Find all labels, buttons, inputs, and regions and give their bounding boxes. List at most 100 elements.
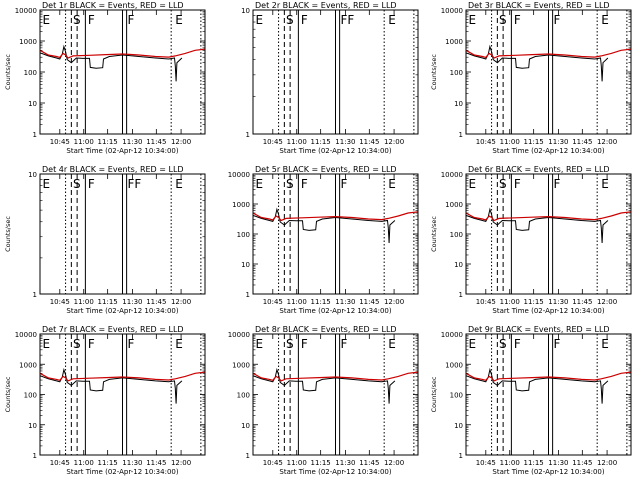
- detector-panel-2: Det 2r BLACK = Events, RED = LLD 1 10 10:45…: [241, 1, 419, 155]
- plot-frame: [465, 9, 632, 135]
- y-tick-label: 1000: [445, 201, 463, 209]
- event-marker: F: [301, 177, 308, 191]
- y-tick-label: 1: [33, 452, 37, 460]
- plot-frame: [39, 173, 206, 295]
- detector-panel-5: Det 5r BLACK = Events, RED = LLD 1 10 100 10…: [228, 165, 419, 315]
- event-marker: F: [88, 13, 95, 27]
- x-tick-label: 11:30: [122, 138, 142, 146]
- x-axis-label: Start Time (02-Apr-12 10:34:00): [492, 307, 604, 315]
- plot-frame: [252, 173, 419, 295]
- events-series-line: [252, 367, 396, 404]
- x-tick-label: 10:45: [263, 138, 283, 146]
- x-tick-label: 12:00: [597, 298, 617, 306]
- event-marker: F: [514, 177, 521, 191]
- detector-panel-9: Det 9r BLACK = Events, RED = LLD Counts/s…: [430, 325, 632, 476]
- event-marker: F: [88, 177, 95, 191]
- y-tick-label: 100: [450, 231, 463, 239]
- x-tick-label: 11:00: [287, 459, 307, 467]
- event-marker: S: [499, 337, 507, 351]
- lld-series-line: [39, 371, 206, 382]
- event-marker: F: [340, 177, 347, 191]
- event-marker: E: [255, 177, 263, 191]
- y-tick-label: 10000: [228, 331, 250, 339]
- x-tick-label: 11:45: [146, 459, 166, 467]
- event-marker: E: [468, 337, 476, 351]
- x-tick-label: 12:00: [597, 459, 617, 467]
- events-series-line: [465, 44, 609, 82]
- event-marker: E: [468, 13, 476, 27]
- detector-panel-7: Det 7r BLACK = Events, RED = LLD Counts/s…: [4, 325, 206, 476]
- y-tick-label: 1: [33, 291, 37, 299]
- event-marker: E: [175, 13, 183, 27]
- event-marker: FF: [127, 177, 141, 191]
- x-tick-label: 12:00: [384, 298, 404, 306]
- x-tick-label: 12:00: [384, 138, 404, 146]
- event-marker: E: [42, 177, 50, 191]
- panel-title: Det 9r BLACK = Events, RED = LLD: [468, 325, 610, 334]
- events-series-line: [252, 207, 396, 244]
- x-tick-label: 10:45: [476, 138, 496, 146]
- x-tick-label: 11:45: [572, 138, 592, 146]
- y-tick-label: 1000: [445, 361, 463, 369]
- event-marker: E: [175, 337, 183, 351]
- y-axis-label: Counts/sec: [430, 376, 438, 412]
- y-tick-label: 100: [450, 392, 463, 400]
- event-marker: S: [499, 13, 507, 27]
- x-tick-label: 11:45: [359, 298, 379, 306]
- y-tick-label: 100: [24, 392, 37, 400]
- x-tick-label: 12:00: [171, 459, 191, 467]
- x-tick-label: 11:30: [548, 138, 568, 146]
- x-tick-label: 12:00: [171, 138, 191, 146]
- x-tick-label: 10:45: [476, 459, 496, 467]
- panel-title: Det 7r BLACK = Events, RED = LLD: [42, 325, 184, 334]
- y-tick-label: 1000: [232, 201, 250, 209]
- x-tick-label: 12:00: [384, 459, 404, 467]
- x-tick-label: 11:15: [524, 459, 544, 467]
- x-tick-label: 11:15: [311, 459, 331, 467]
- x-tick-label: 11:15: [524, 138, 544, 146]
- event-marker: FF: [340, 13, 354, 27]
- y-tick-label: 10000: [15, 7, 37, 15]
- y-tick-label: 1: [33, 131, 37, 139]
- panel-title: Det 2r BLACK = Events, RED = LLD: [255, 1, 397, 10]
- event-marker: S: [286, 337, 294, 351]
- events-series-line: [465, 207, 609, 244]
- x-tick-label: 12:00: [597, 138, 617, 146]
- y-tick-label: 100: [237, 392, 250, 400]
- panel-title: Det 5r BLACK = Events, RED = LLD: [255, 165, 397, 174]
- x-axis-label: Start Time (02-Apr-12 10:34:00): [492, 147, 604, 155]
- event-marker: E: [255, 13, 263, 27]
- event-marker: S: [286, 177, 294, 191]
- plot-frame: [39, 9, 206, 135]
- y-tick-label: 1000: [445, 38, 463, 46]
- panel-title: Det 3r BLACK = Events, RED = LLD: [468, 1, 610, 10]
- x-tick-label: 12:00: [171, 298, 191, 306]
- lld-series-line: [465, 211, 632, 222]
- y-tick-label: 100: [24, 69, 37, 77]
- event-marker: E: [388, 13, 396, 27]
- detector-panel-6: Det 6r BLACK = Events, RED = LLD Counts/s…: [430, 165, 632, 315]
- event-marker: F: [127, 13, 134, 27]
- plot-frame: [252, 333, 419, 456]
- x-tick-label: 11:00: [500, 138, 520, 146]
- y-tick-label: 10: [241, 422, 250, 430]
- plot-frame: [465, 173, 632, 295]
- y-tick-label: 10000: [228, 171, 250, 179]
- event-marker: F: [553, 13, 560, 27]
- event-marker: F: [514, 337, 521, 351]
- y-tick-label: 10: [241, 261, 250, 269]
- event-marker: E: [175, 177, 183, 191]
- x-tick-label: 10:45: [50, 459, 70, 467]
- x-tick-label: 11:00: [287, 138, 307, 146]
- x-tick-label: 10:45: [263, 459, 283, 467]
- x-tick-label: 11:00: [74, 298, 94, 306]
- x-tick-label: 11:30: [548, 459, 568, 467]
- x-tick-label: 11:15: [311, 298, 331, 306]
- x-tick-label: 11:30: [122, 298, 142, 306]
- event-marker: E: [388, 337, 396, 351]
- detector-panel-1: Det 1r BLACK = Events, RED = LLD Counts/s…: [4, 1, 206, 155]
- y-tick-label: 10000: [441, 171, 463, 179]
- event-marker: E: [601, 337, 609, 351]
- x-tick-label: 10:45: [50, 138, 70, 146]
- y-axis-label: Counts/sec: [4, 54, 12, 90]
